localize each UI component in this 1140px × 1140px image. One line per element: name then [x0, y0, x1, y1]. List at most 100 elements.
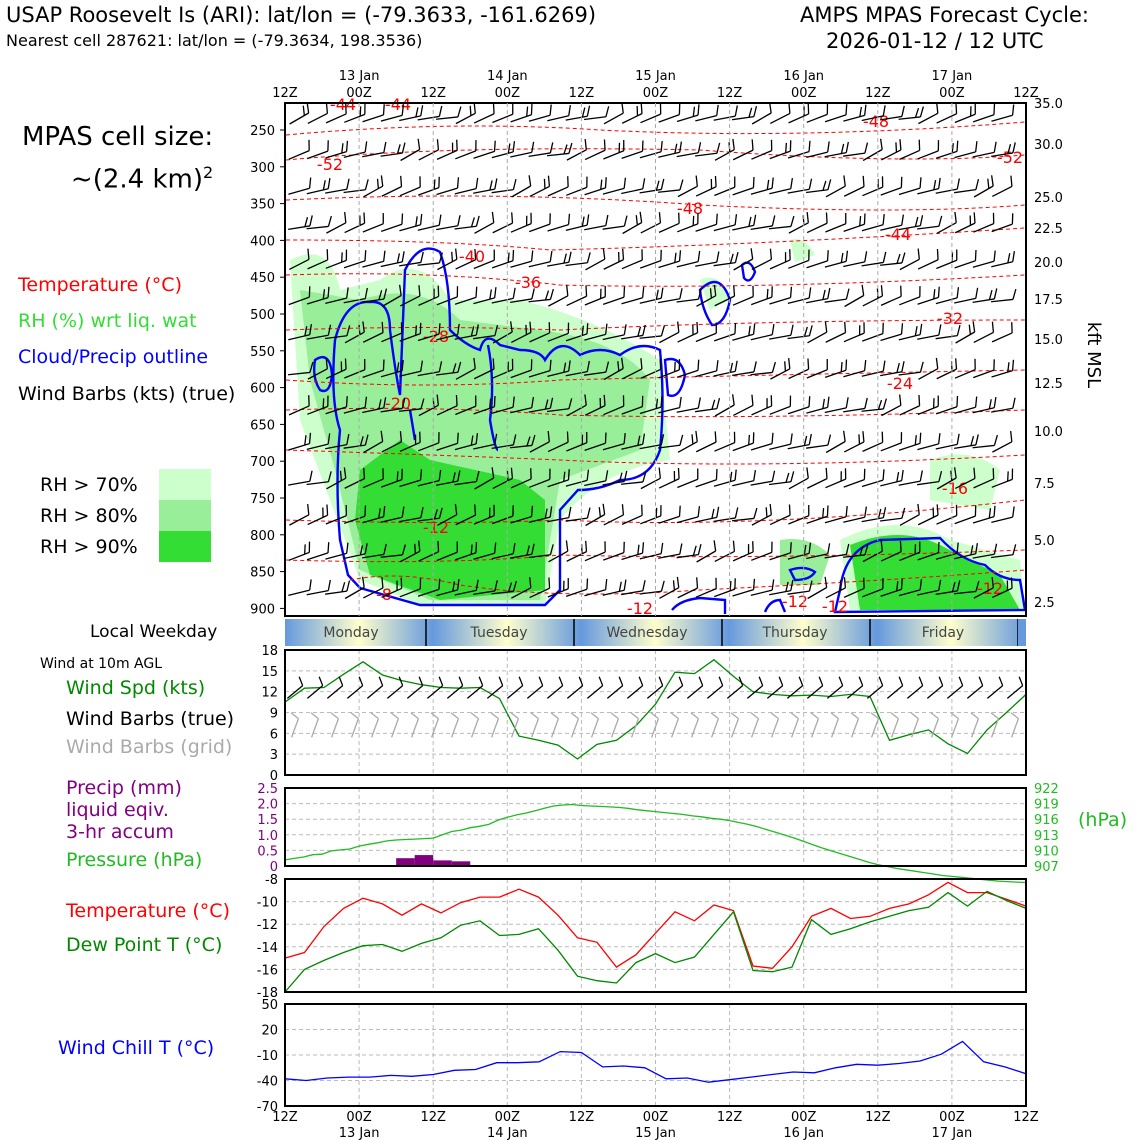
wind-barb-shaft [509, 444, 533, 449]
wind-barb [972, 250, 996, 268]
wind-barb [806, 543, 831, 560]
surface-wind-barb-grid [430, 712, 440, 738]
wind-barb [325, 287, 349, 305]
legend-rh: RH (%) wrt liq. wat [18, 310, 197, 332]
wind-barb-flag [350, 712, 359, 720]
wind-barb [640, 358, 662, 379]
wind-barb-shaft [695, 186, 717, 197]
wind-barb-shaft [639, 444, 662, 450]
bottom-date-label: 17 Jan [932, 1126, 973, 1140]
wind-barb [917, 177, 941, 195]
wind-barb-flag [346, 580, 351, 592]
wind-barb-shaft [362, 332, 384, 343]
wind-barb-shaft [790, 718, 800, 738]
wind-barb-shaft [289, 258, 310, 271]
pressure-tick-label: 910 [1034, 844, 1059, 859]
wind-barb-flag [901, 105, 905, 117]
wind-barb-flag [401, 213, 404, 225]
wind-barb-flag [623, 541, 625, 553]
wind-barb-flag [919, 323, 923, 335]
surface-wind-barb-true [306, 676, 324, 699]
wind-barb-shaft [713, 479, 736, 487]
wind-barb-shaft [306, 225, 329, 230]
wind-barb-shaft [714, 550, 735, 563]
wind-barb-flag [978, 676, 984, 686]
wind-barb [843, 468, 866, 488]
wind-barb-flag [951, 582, 956, 592]
wind-barb [695, 360, 719, 378]
wind-barb-flag [993, 103, 996, 115]
bottom-date-label: 16 Jan [783, 1126, 824, 1140]
wind-barb-shaft [492, 331, 513, 344]
wind-barb [639, 580, 665, 595]
wind-barb [806, 287, 831, 304]
wind-barb-shaft [306, 685, 324, 699]
wind-barb-flag [641, 395, 644, 407]
wind-barb-shaft [406, 685, 424, 699]
wind-barb-shaft [787, 150, 810, 159]
wind-barb-flag [670, 712, 679, 720]
wind-barb-flag [478, 676, 484, 686]
wind-barb-shaft [880, 442, 902, 452]
wind-barb [565, 360, 590, 377]
wind-barb [806, 434, 832, 449]
wind-barb-shaft [343, 189, 366, 194]
wind-barb [769, 249, 791, 270]
pressure-line [284, 803, 1027, 884]
wind-barb [769, 579, 794, 596]
wind-barb-shaft [695, 223, 717, 232]
wind-barb-flag [1012, 397, 1016, 409]
surface-wind-barb-true [766, 676, 784, 699]
wind-barb [380, 506, 405, 523]
temperature-contour-label: -32 [937, 309, 963, 328]
wind-barb [824, 288, 850, 303]
wind-barb [621, 504, 643, 525]
wind-barb [510, 505, 534, 524]
wind-barb-flag [919, 177, 922, 189]
wind-barb-shaft [972, 151, 995, 158]
wind-barb-flag [1012, 288, 1017, 300]
wind-barb-shaft [751, 112, 772, 125]
wind-barb-flag [623, 432, 626, 444]
wind-barb [825, 577, 847, 599]
wind-barb-flag [325, 102, 329, 114]
wind-barb-flag [679, 396, 682, 408]
wind-barb-flag [490, 712, 499, 720]
wind-barb [418, 285, 440, 306]
wind-barb [751, 102, 772, 125]
wind-barb-shaft [899, 296, 921, 306]
wind-barb-flag [400, 175, 403, 187]
wind-barb [806, 212, 828, 234]
wind-barb-flag [951, 143, 954, 154]
wind-barb [659, 321, 680, 344]
wind-barb-shaft [843, 407, 865, 413]
wind-barb-flag [512, 396, 515, 408]
wind-barb-shaft [843, 223, 865, 233]
wind-barb [787, 396, 811, 415]
wind-barb-flag [993, 397, 997, 408]
wind-barb-flag [526, 545, 530, 556]
wind-barb-shaft [380, 114, 403, 122]
wind-barb [991, 142, 1016, 158]
wind-barb-flag [788, 358, 791, 369]
wind-barb [510, 141, 535, 158]
wind-barb [565, 578, 589, 598]
wind-barb-shaft [343, 515, 366, 525]
wind-barb-shaft [362, 516, 384, 524]
wind-barb [491, 287, 516, 304]
wind-barb-flag [419, 213, 423, 225]
wind-barb-flag [361, 576, 365, 588]
wind-barb-flag [547, 175, 551, 187]
wind-barb [510, 397, 535, 414]
wind-barb [713, 469, 737, 487]
wind-barb-flag [840, 471, 842, 482]
surface-wind-barb-true [406, 676, 424, 699]
wind-barb [436, 361, 462, 376]
wind-barb [750, 470, 776, 486]
weekday-label: Thursday [761, 625, 827, 641]
wind-barb-shaft [843, 478, 865, 488]
wind-barb [603, 395, 625, 416]
wind-barb [954, 249, 977, 269]
wind-barb-shaft [547, 479, 569, 488]
wind-barb-flag [998, 676, 1004, 686]
